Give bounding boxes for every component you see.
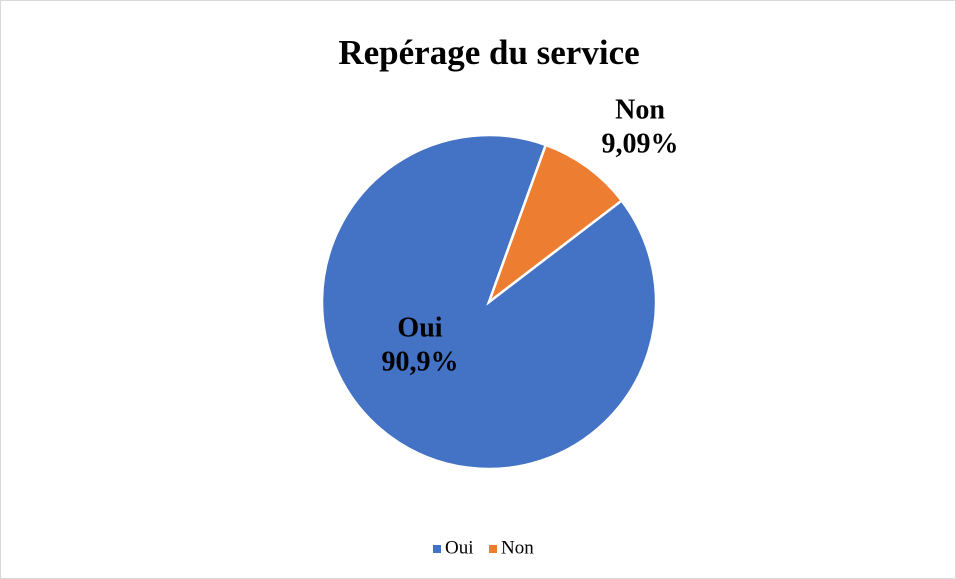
- data-label-name: Non: [615, 94, 665, 125]
- data-label-value: 9,09%: [602, 128, 679, 159]
- legend-label: Oui: [445, 537, 474, 558]
- legend: Oui Non: [433, 537, 534, 558]
- data-label-name: Oui: [397, 312, 442, 343]
- pie: [320, 133, 658, 471]
- legend-label: Non: [501, 537, 534, 558]
- legend-swatch: [433, 545, 441, 553]
- data-label-value: 90,9%: [382, 346, 459, 377]
- chart-title: Repérage du service: [338, 33, 639, 72]
- legend-swatch: [489, 545, 497, 553]
- pie-slice: [486, 143, 624, 306]
